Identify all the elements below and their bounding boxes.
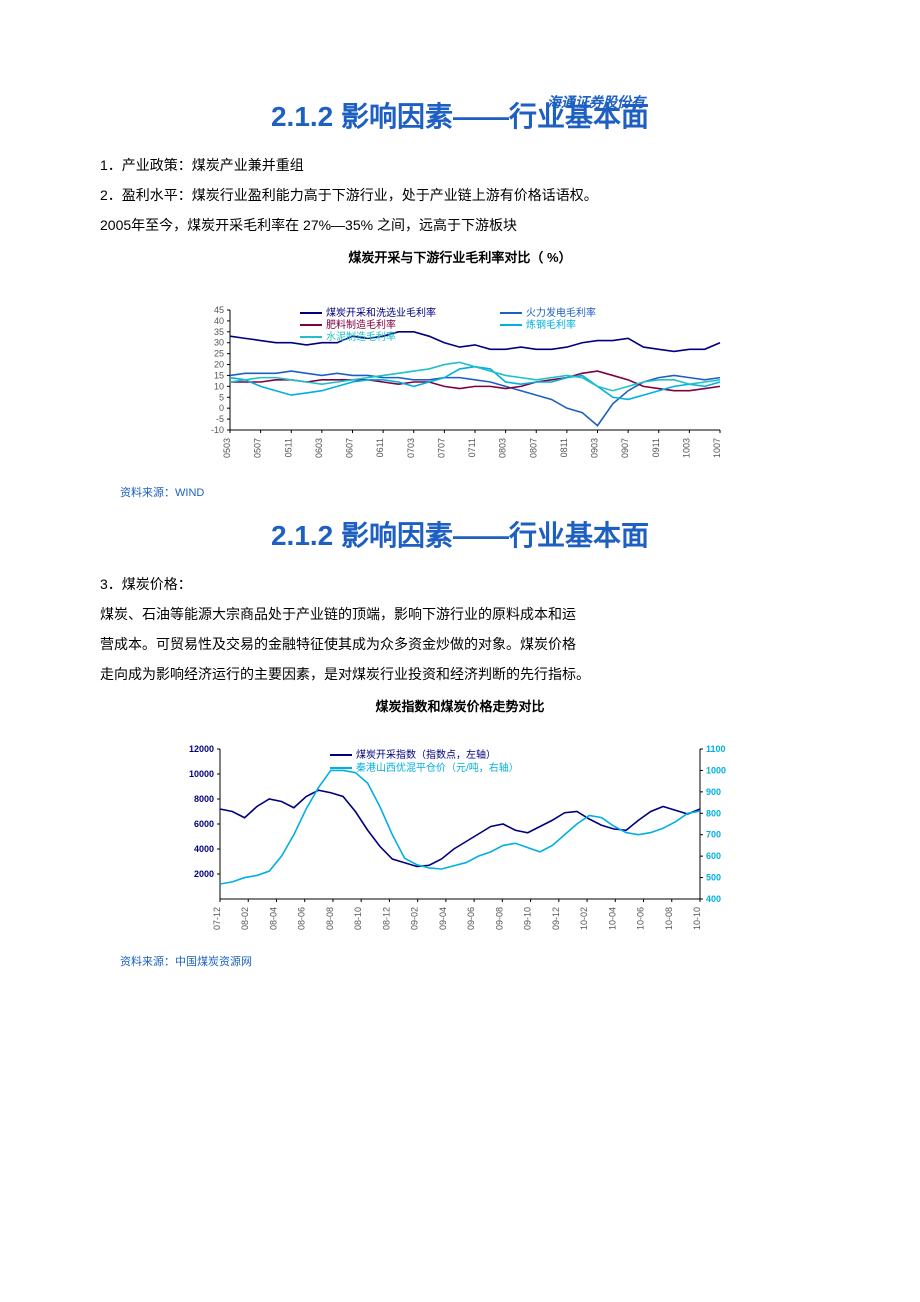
svg-text:10-10: 10-10: [692, 907, 702, 930]
svg-text:400: 400: [706, 894, 721, 904]
svg-text:15: 15: [214, 370, 224, 380]
chart1-line-chart: -10-5051015202530354045 0503 0507 0511 0603 0…: [180, 270, 740, 480]
svg-text:水泥制造毛利率: 水泥制造毛利率: [326, 330, 396, 343]
svg-text:09-08: 09-08: [494, 907, 504, 930]
chart2-title: 煤炭指数和煤炭价格走势对比: [100, 696, 820, 715]
svg-text:20: 20: [214, 360, 224, 370]
svg-text:08-04: 08-04: [268, 907, 278, 930]
svg-text:0711: 0711: [467, 438, 477, 457]
chart2-line-chart: 2000 4000 6000 8000 10000 12000 400 500 600 700 80…: [160, 719, 760, 949]
svg-text:10-08: 10-08: [664, 907, 674, 930]
section2-title: 2.1.2 影响因素——行业基本面: [100, 514, 820, 554]
svg-text:1000: 1000: [706, 765, 726, 775]
svg-text:6000: 6000: [194, 819, 214, 829]
svg-text:0503: 0503: [222, 438, 232, 458]
svg-text:0511: 0511: [283, 438, 293, 457]
svg-text:500: 500: [706, 873, 721, 883]
svg-text:-10: -10: [211, 425, 224, 435]
svg-text:09-02: 09-02: [410, 907, 420, 930]
svg-text:0911: 0911: [651, 438, 661, 457]
svg-text:煤炭开采和洗选业毛利率: 煤炭开采和洗选业毛利率: [326, 306, 436, 319]
section1-p3: 2005年至今，煤炭开采毛利率在 27%—35% 之间，远高于下游板块: [100, 211, 820, 239]
section1-p2: 2．盈利水平：煤炭行业盈利能力高于下游行业，处于产业链上游有价格话语权。: [100, 181, 820, 209]
svg-text:900: 900: [706, 787, 721, 797]
svg-text:炼钢毛利率: 炼钢毛利率: [526, 318, 576, 331]
svg-text:600: 600: [706, 851, 721, 861]
svg-text:25: 25: [214, 349, 224, 359]
svg-text:07-12: 07-12: [212, 907, 222, 930]
svg-text:10000: 10000: [189, 769, 214, 779]
svg-text:30: 30: [214, 338, 224, 348]
svg-text:煤炭开采指数（指数点，左轴）: 煤炭开采指数（指数点，左轴）: [356, 748, 496, 761]
chart1-title: 煤炭开采与下游行业毛利率对比（ %）: [100, 247, 820, 266]
brand-text: 海通证券股份有: [547, 92, 645, 112]
section1-title: 2.1.2 影响因素——行业基本面: [100, 95, 820, 135]
svg-text:0803: 0803: [498, 438, 508, 458]
section1-p1: 1．产业政策：煤炭产业兼并重组: [100, 151, 820, 179]
svg-text:08-08: 08-08: [325, 907, 335, 930]
svg-text:08-10: 08-10: [353, 907, 363, 930]
section2-p3: 营成本。可贸易性及交易的金融特征使其成为众多资金炒做的对象。煤炭价格: [100, 630, 820, 658]
svg-text:肥料制造毛利率: 肥料制造毛利率: [326, 318, 396, 331]
svg-text:10-06: 10-06: [636, 907, 646, 930]
svg-text:09-12: 09-12: [551, 907, 561, 930]
svg-text:08-12: 08-12: [381, 907, 391, 930]
svg-text:10-02: 10-02: [579, 907, 589, 930]
svg-text:8000: 8000: [194, 794, 214, 804]
svg-text:45: 45: [214, 305, 224, 315]
section2-p1: 3．煤炭价格：: [100, 570, 820, 598]
svg-text:12000: 12000: [189, 744, 214, 754]
svg-text:08-06: 08-06: [297, 907, 307, 930]
svg-text:800: 800: [706, 808, 721, 818]
svg-text:0907: 0907: [620, 438, 630, 458]
svg-text:-5: -5: [216, 414, 224, 424]
section2-p4: 走向成为影响经济运行的主要因素，是对煤炭行业投资和经济判断的先行指标。: [100, 660, 820, 688]
svg-text:09-10: 09-10: [523, 907, 533, 930]
section2-p2: 煤炭、石油等能源大宗商品处于产业链的顶端，影响下游行业的原料成本和运: [100, 600, 820, 628]
svg-text:10: 10: [214, 381, 224, 391]
svg-text:0611: 0611: [375, 438, 385, 457]
svg-text:1007: 1007: [712, 438, 722, 458]
svg-text:5: 5: [219, 392, 224, 402]
svg-text:35: 35: [214, 327, 224, 337]
svg-text:09-04: 09-04: [438, 907, 448, 930]
svg-text:4000: 4000: [194, 844, 214, 854]
svg-text:0903: 0903: [590, 438, 600, 458]
svg-text:秦港山西优混平仓价（元/吨，右轴）: 秦港山西优混平仓价（元/吨，右轴）: [356, 761, 519, 774]
svg-text:0703: 0703: [406, 438, 416, 458]
svg-text:10-04: 10-04: [607, 907, 617, 930]
svg-text:40: 40: [214, 316, 224, 326]
svg-text:1003: 1003: [681, 438, 691, 458]
svg-text:0707: 0707: [436, 438, 446, 458]
svg-text:0807: 0807: [528, 438, 538, 458]
svg-text:1100: 1100: [706, 744, 726, 754]
svg-text:0: 0: [219, 403, 224, 413]
chart2-source: 资料来源：中国煤炭资源网: [120, 953, 820, 969]
svg-text:2000: 2000: [194, 869, 214, 879]
svg-text:08-02: 08-02: [240, 907, 250, 930]
svg-text:0507: 0507: [253, 438, 263, 458]
svg-text:0603: 0603: [314, 438, 324, 458]
svg-text:火力发电毛利率: 火力发电毛利率: [526, 306, 596, 319]
chart1-source: 资料来源：WIND: [120, 484, 820, 500]
svg-text:0811: 0811: [559, 438, 569, 457]
svg-text:09-06: 09-06: [466, 907, 476, 930]
svg-text:700: 700: [706, 830, 721, 840]
svg-text:0607: 0607: [345, 438, 355, 458]
